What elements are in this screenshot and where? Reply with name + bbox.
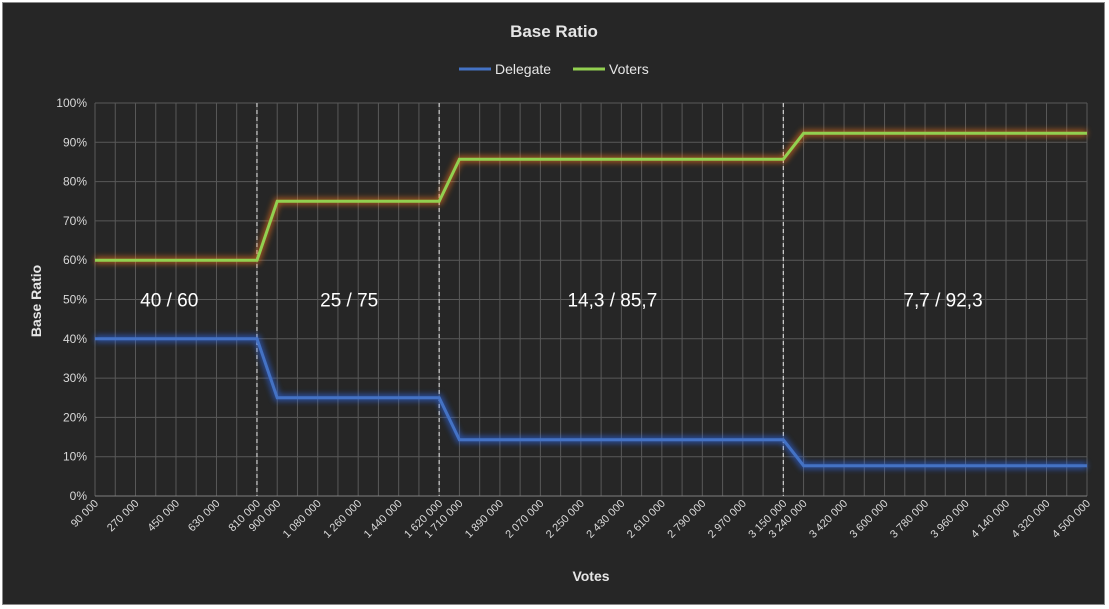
chart-title: Base Ratio [510, 22, 598, 41]
legend-voters-label: Voters [609, 61, 649, 77]
series-glow-voters [95, 129, 1087, 264]
x-tick-label: 450 000 [145, 498, 182, 535]
x-tick-label: 2 970 000 [706, 498, 749, 541]
y-tick-label: 100% [56, 96, 87, 110]
x-tick-label: 270 000 [105, 498, 142, 535]
y-tick-label: 10% [63, 450, 87, 464]
y-tick-label: 70% [63, 214, 87, 228]
y-tick-label: 0% [70, 489, 88, 503]
legend-delegate-label: Delegate [495, 61, 551, 77]
ratio-annotation: 40 / 60 [140, 291, 198, 312]
y-tick-label: 90% [63, 135, 87, 149]
x-tick-label: 4 500 000 [1050, 498, 1093, 541]
x-tick-label: 2 430 000 [584, 498, 627, 541]
y-tick-label: 50% [63, 293, 87, 307]
gridlines [94, 102, 1088, 497]
ratio-annotation: 7,7 / 92,3 [903, 291, 982, 312]
y-tick-label: 20% [63, 410, 87, 424]
x-tick-label: 1 260 000 [321, 498, 364, 541]
x-tick-label: 2 790 000 [665, 498, 708, 541]
y-tick-label: 30% [63, 371, 87, 385]
ratio-annotations: 40 / 60 25 / 75 14,3 / 85,7 7,7 / 92,3 [140, 291, 982, 312]
line-chart: Base Ratio Delegate Voters 0% 10% 20% 30% 40… [28, 22, 1093, 584]
legend: Delegate Voters [459, 61, 649, 77]
y-axis-ticks: 0% 10% 20% 30% 40% 50% 60% 70% 80% 90% 100% [56, 96, 87, 503]
series-lines [95, 129, 1087, 470]
y-tick-label: 60% [63, 253, 87, 267]
x-tick-label: 4 320 000 [1010, 498, 1053, 541]
y-tick-label: 80% [63, 175, 87, 189]
x-tick-label: 630 000 [186, 498, 223, 535]
x-tick-label: 3 780 000 [888, 498, 931, 541]
x-axis-title: Votes [572, 568, 609, 584]
x-tick-label: 1 080 000 [281, 498, 324, 541]
threshold-lines [256, 103, 784, 496]
series-line-voters [95, 131, 1087, 262]
x-tick-label: 1 440 000 [362, 498, 405, 541]
x-tick-label: 2 610 000 [625, 498, 668, 541]
x-tick-label: 2 250 000 [544, 498, 587, 541]
x-tick-label: 2 070 000 [503, 498, 546, 541]
ratio-annotation: 25 / 75 [320, 291, 378, 312]
x-tick-label: 3 600 000 [848, 498, 891, 541]
y-axis-title: Base Ratio [28, 265, 44, 337]
x-tick-label: 3 960 000 [929, 498, 972, 541]
series-line-delegate [95, 337, 1087, 468]
ratio-annotation: 14,3 / 85,7 [567, 291, 657, 312]
y-tick-label: 40% [63, 332, 87, 346]
x-tick-label: 4 140 000 [969, 498, 1012, 541]
x-tick-label: 1 890 000 [463, 498, 506, 541]
x-tick-label: 3 420 000 [807, 498, 850, 541]
series-glow-delegate [95, 335, 1087, 470]
